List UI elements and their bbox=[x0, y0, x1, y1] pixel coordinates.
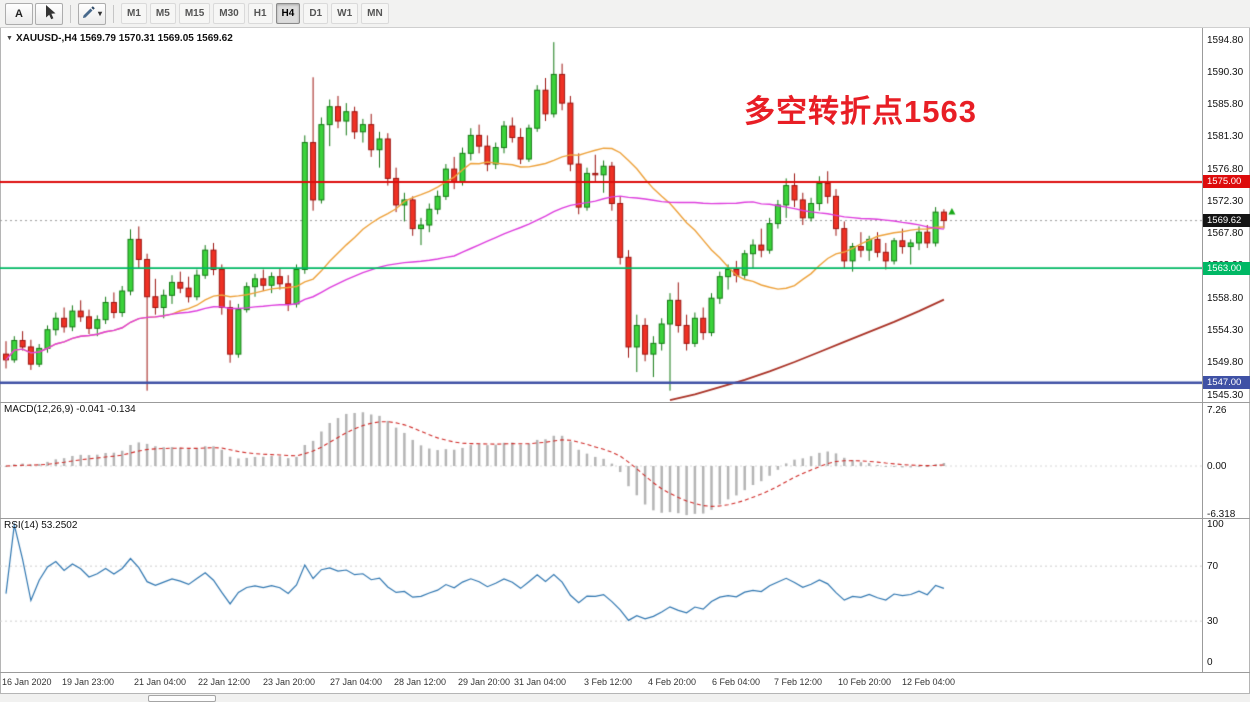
chart-annotation-text: 多空转折点1563 bbox=[744, 94, 977, 129]
macd-panel-canvas[interactable] bbox=[0, 402, 1203, 518]
text-tool-button[interactable]: A bbox=[5, 2, 33, 25]
toolbar-separator bbox=[113, 4, 115, 23]
price-axis-label: 1554.30 bbox=[1207, 324, 1244, 336]
price-axis-border bbox=[1202, 28, 1203, 673]
price-axis-label: 1567.80 bbox=[1207, 228, 1244, 240]
time-axis-label: 22 Jan 12:00 bbox=[198, 677, 251, 687]
panel-separator[interactable] bbox=[0, 402, 1250, 403]
price-axis-label: 1576.80 bbox=[1207, 163, 1244, 175]
panel-separator[interactable] bbox=[0, 672, 1250, 673]
price-axis-label: 1549.80 bbox=[1207, 357, 1244, 369]
current-price-badge: 1569.62 bbox=[1203, 214, 1250, 228]
timeframe-button-w1[interactable]: W1 bbox=[331, 3, 359, 24]
chart-title: ▼ XAUUSD-,H4 1569.79 1570.31 1569.05 156… bbox=[6, 33, 233, 44]
rsi-axis-label: 30 bbox=[1207, 615, 1219, 627]
drawing-tool-button[interactable]: ▾ bbox=[78, 2, 107, 25]
time-axis-label: 3 Feb 12:00 bbox=[584, 677, 633, 687]
macd-indicator-label: MACD(12,26,9) -0.041 -0.134 bbox=[4, 404, 136, 415]
price-axis-label: 1594.80 bbox=[1207, 34, 1244, 46]
timeframe-button-m30[interactable]: M30 bbox=[213, 3, 245, 24]
text-tool-label: A bbox=[15, 7, 23, 20]
time-axis-label: 31 Jan 04:00 bbox=[514, 677, 567, 687]
timeframe-button-mn[interactable]: MN bbox=[361, 3, 389, 24]
time-axis-label: 23 Jan 20:00 bbox=[263, 677, 316, 687]
price-axis-label: 1572.30 bbox=[1207, 195, 1244, 207]
time-axis-label: 10 Feb 20:00 bbox=[838, 677, 892, 687]
time-axis-label: 4 Feb 20:00 bbox=[648, 677, 697, 687]
rsi-axis-label: 0 bbox=[1207, 656, 1213, 668]
cursor-icon bbox=[42, 4, 56, 23]
time-axis-label: 6 Feb 04:00 bbox=[712, 677, 761, 687]
price-axis-label: 1590.30 bbox=[1207, 66, 1244, 78]
time-axis-label: 19 Jan 23:00 bbox=[62, 677, 115, 687]
rsi-axis-label: 100 bbox=[1207, 519, 1224, 531]
macd-axis-label: 7.26 bbox=[1207, 404, 1227, 416]
price-level-badge: 1563.00 bbox=[1203, 261, 1250, 275]
timeframe-button-d1[interactable]: D1 bbox=[303, 3, 329, 24]
price-level-badge: 1547.00 bbox=[1203, 376, 1250, 390]
price-axis-label: 1545.30 bbox=[1207, 389, 1244, 401]
price-axis-label: 1581.30 bbox=[1207, 131, 1244, 143]
time-axis-label: 28 Jan 12:00 bbox=[394, 677, 447, 687]
timeframe-button-h1[interactable]: H1 bbox=[247, 3, 273, 24]
rsi-indicator-label: RSI(14) 53.2502 bbox=[4, 520, 78, 531]
macd-axis-label: 0.00 bbox=[1207, 460, 1227, 472]
time-axis-label: 27 Jan 04:00 bbox=[330, 677, 383, 687]
main-toolbar: A ▾ M1 M5 M15 M30 H1 H4 D1 W1 MN bbox=[0, 0, 1250, 28]
horizontal-scrollbar bbox=[0, 693, 1250, 702]
toolbar-separator bbox=[70, 4, 71, 23]
timeframe-button-m5[interactable]: M5 bbox=[149, 3, 176, 24]
timeframe-toolbar: M1 M5 M15 M30 H1 H4 D1 W1 MN bbox=[121, 3, 390, 24]
cursor-tool-button[interactable] bbox=[35, 2, 63, 25]
chart-title-text: XAUUSD-,H4 1569.79 1570.31 1569.05 1569.… bbox=[15, 33, 233, 44]
timeframe-button-m15[interactable]: M15 bbox=[178, 3, 211, 24]
time-axis-label: 7 Feb 12:00 bbox=[774, 677, 823, 687]
pencil-icon bbox=[82, 5, 95, 22]
price-level-badge: 1575.00 bbox=[1203, 175, 1250, 189]
scrollbar-thumb[interactable] bbox=[148, 695, 216, 702]
symbol-dropdown-icon: ▼ bbox=[6, 35, 13, 42]
timeframe-button-m1[interactable]: M1 bbox=[121, 3, 147, 24]
time-axis-label: 21 Jan 04:00 bbox=[134, 677, 187, 687]
time-axis-label: 16 Jan 2020 bbox=[2, 677, 52, 687]
rsi-axis-label: 70 bbox=[1207, 560, 1219, 572]
time-axis-label: 12 Feb 04:00 bbox=[902, 677, 956, 687]
panel-separator[interactable] bbox=[0, 518, 1250, 519]
price-axis-label: 1585.80 bbox=[1207, 99, 1244, 111]
price-chart-canvas[interactable] bbox=[0, 28, 1203, 402]
timeframe-button-h4[interactable]: H4 bbox=[275, 3, 301, 24]
macd-axis-label: -6.318 bbox=[1207, 509, 1236, 521]
cursor-tools-group: A bbox=[5, 2, 63, 25]
rsi-panel-canvas[interactable] bbox=[0, 518, 1203, 672]
time-axis-label: 29 Jan 20:00 bbox=[458, 677, 511, 687]
price-axis-label: 1558.80 bbox=[1207, 292, 1244, 304]
chevron-down-icon: ▾ bbox=[98, 9, 103, 18]
